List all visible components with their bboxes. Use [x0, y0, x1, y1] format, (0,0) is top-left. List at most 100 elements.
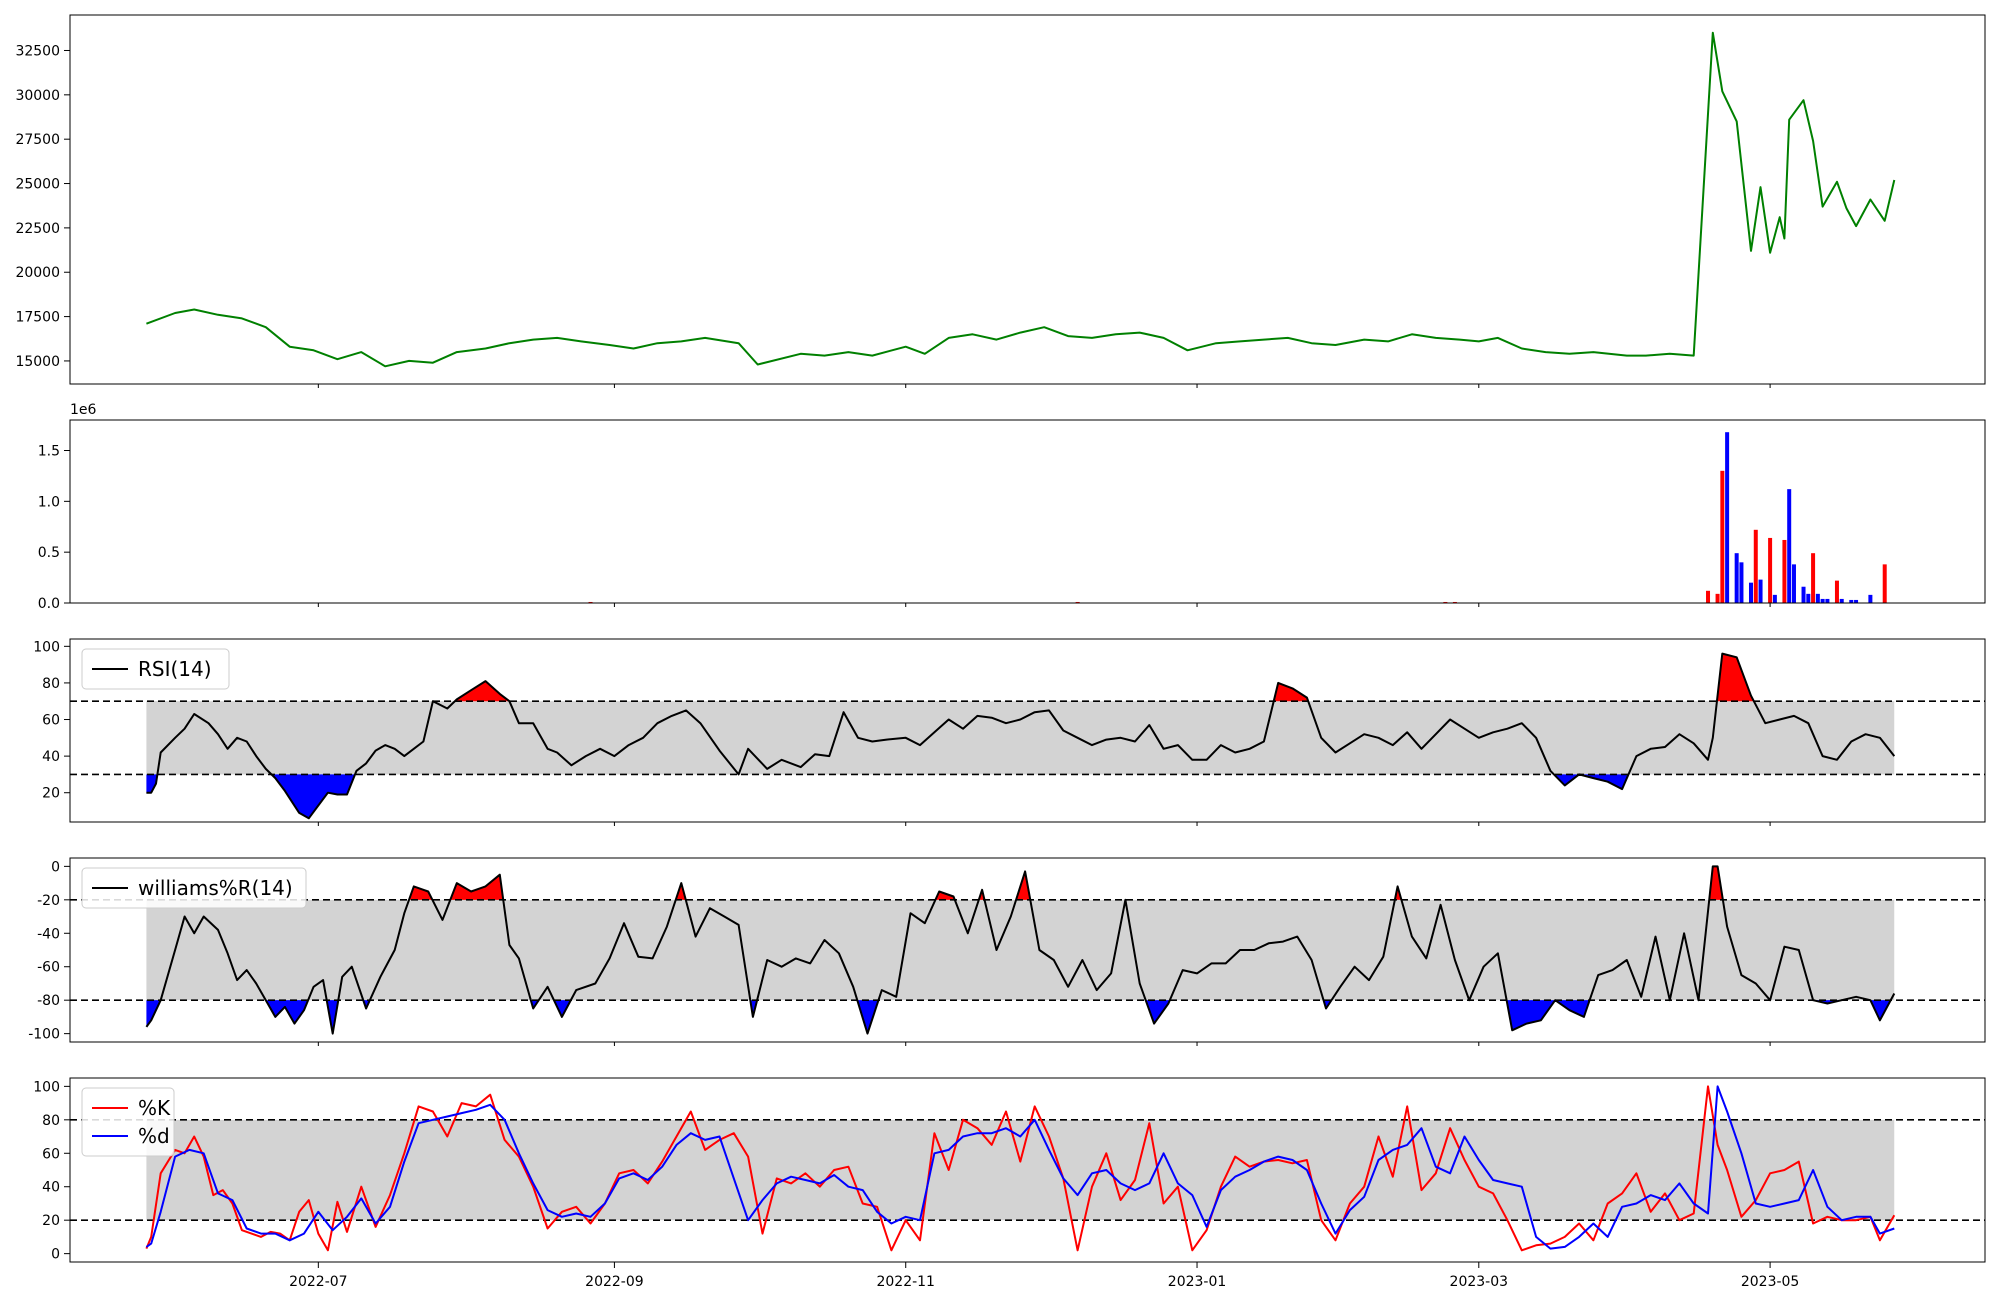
p5-ytick-label: 40 — [42, 1180, 60, 1196]
oversold-fill — [271, 774, 356, 819]
volume-bar — [1739, 562, 1744, 603]
legend-box — [81, 648, 230, 690]
overbought-fill — [1273, 682, 1309, 702]
oversold-fill — [1554, 774, 1629, 790]
price-ytick-label: 20000 — [15, 265, 60, 281]
p5-ytick-label: 80 — [42, 1113, 60, 1129]
p5-ytick-label: 0 — [51, 1247, 60, 1263]
volume-offset-label: 1e6 — [70, 402, 97, 418]
xtick-label: 2022-11 — [876, 1274, 935, 1290]
p4-ytick-label: -20 — [37, 893, 60, 909]
volume-bar — [1834, 580, 1839, 603]
volume-bar — [1452, 601, 1457, 603]
volume-bar — [1806, 593, 1811, 603]
oversold-fill — [1870, 1000, 1891, 1021]
oversold-fill — [857, 1000, 879, 1034]
legend-label: RSI(14) — [138, 657, 212, 681]
p4-ytick-label: -40 — [37, 926, 60, 942]
volume-ytick-label: 1.5 — [38, 444, 60, 460]
legend-label: %K — [138, 1096, 171, 1120]
volume-bar — [588, 601, 593, 603]
price-ytick-label: 17500 — [15, 310, 60, 326]
volume-panel-frame — [69, 419, 1986, 604]
volume-bar — [1849, 599, 1854, 603]
overbought-fill — [450, 874, 504, 900]
overbought-fill — [454, 681, 510, 702]
volume-bar — [1811, 553, 1816, 603]
volume-bar — [1075, 601, 1080, 603]
xtick-label: 2023-03 — [1450, 1274, 1509, 1290]
xtick-label: 2022-07 — [289, 1274, 348, 1290]
volume-bar — [1825, 598, 1830, 603]
volume-bar — [1715, 593, 1720, 603]
overbought-fill — [935, 891, 955, 900]
volume-ytick-label: 0.0 — [38, 596, 60, 612]
volume-bar — [1753, 529, 1758, 603]
volume-bar — [1706, 590, 1711, 603]
volume-bar — [1882, 564, 1887, 603]
overbought-fill — [675, 883, 686, 900]
price-ytick-label: 15000 — [15, 354, 60, 370]
volume-bar — [1815, 593, 1820, 603]
p4-ytick-label: -100 — [28, 1027, 60, 1043]
p5-ytick-label: 20 — [42, 1213, 60, 1229]
volume-bar — [1839, 598, 1844, 603]
volume-bar — [1820, 598, 1825, 603]
volume-bar — [1801, 586, 1806, 603]
neutral-band-p4 — [146, 899, 1895, 1001]
panel-frame-p4 — [69, 857, 1986, 1043]
p3-ytick-label: 40 — [42, 749, 60, 765]
oversold-fill — [146, 774, 158, 793]
p5-ytick-label: 60 — [42, 1146, 60, 1162]
volume-bar — [1443, 601, 1448, 603]
price-line — [146, 31, 1896, 368]
volume-bar — [1725, 432, 1730, 603]
volume-bar — [1758, 579, 1763, 603]
oversold-fill — [1145, 1000, 1170, 1024]
p4-ytick-label: 0 — [51, 859, 60, 875]
p5-ytick-label: 100 — [33, 1079, 60, 1095]
price-ytick-label: 32500 — [15, 43, 60, 59]
p3-ytick-label: 80 — [42, 676, 60, 692]
price-panel-frame — [69, 14, 1986, 385]
xtick-label: 2023-01 — [1168, 1274, 1227, 1290]
volume-bar — [1768, 537, 1773, 603]
volume-bar — [1748, 582, 1753, 603]
price-ytick-label: 27500 — [15, 132, 60, 148]
p3-ytick-label: 100 — [33, 639, 60, 655]
volume-ytick-label: 0.5 — [38, 545, 60, 561]
volume-bar — [1868, 594, 1873, 603]
oversold-fill — [326, 1000, 339, 1034]
volume-ytick-label: 1.0 — [38, 494, 60, 510]
overbought-fill — [1716, 653, 1754, 702]
p4-ytick-label: -80 — [37, 993, 60, 1009]
volume-bar — [1787, 489, 1792, 603]
volume-bar — [1720, 470, 1725, 603]
volume-bar — [1854, 599, 1859, 603]
panel-frame-p5 — [69, 1077, 1986, 1263]
p3-ytick-label: 60 — [42, 713, 60, 729]
oversold-fill — [553, 1000, 571, 1017]
overbought-fill — [409, 886, 433, 900]
series-line-1 — [145, 1085, 1895, 1250]
overbought-fill — [1016, 871, 1031, 900]
price-ytick-label: 30000 — [15, 88, 60, 104]
p4-ytick-label: -60 — [37, 960, 60, 976]
price-ytick-label: 25000 — [15, 177, 60, 193]
legend-box — [81, 1087, 175, 1157]
legend-box — [81, 867, 307, 909]
price-ytick-label: 22500 — [15, 221, 60, 237]
volume-bar — [1782, 539, 1787, 603]
volume-bar — [1791, 564, 1796, 603]
p3-ytick-label: 20 — [42, 786, 60, 802]
neutral-band-p3 — [146, 701, 1895, 775]
indicator-line-p3 — [146, 652, 1896, 820]
panel-frame-p3 — [69, 638, 1986, 823]
legend-label: williams%R(14) — [138, 876, 293, 900]
oversold-fill — [1506, 1000, 1590, 1031]
volume-bar — [1772, 594, 1777, 603]
xtick-label: 2023-05 — [1741, 1274, 1800, 1290]
legend-label: %d — [138, 1124, 170, 1148]
xtick-label: 2022-09 — [585, 1274, 644, 1290]
